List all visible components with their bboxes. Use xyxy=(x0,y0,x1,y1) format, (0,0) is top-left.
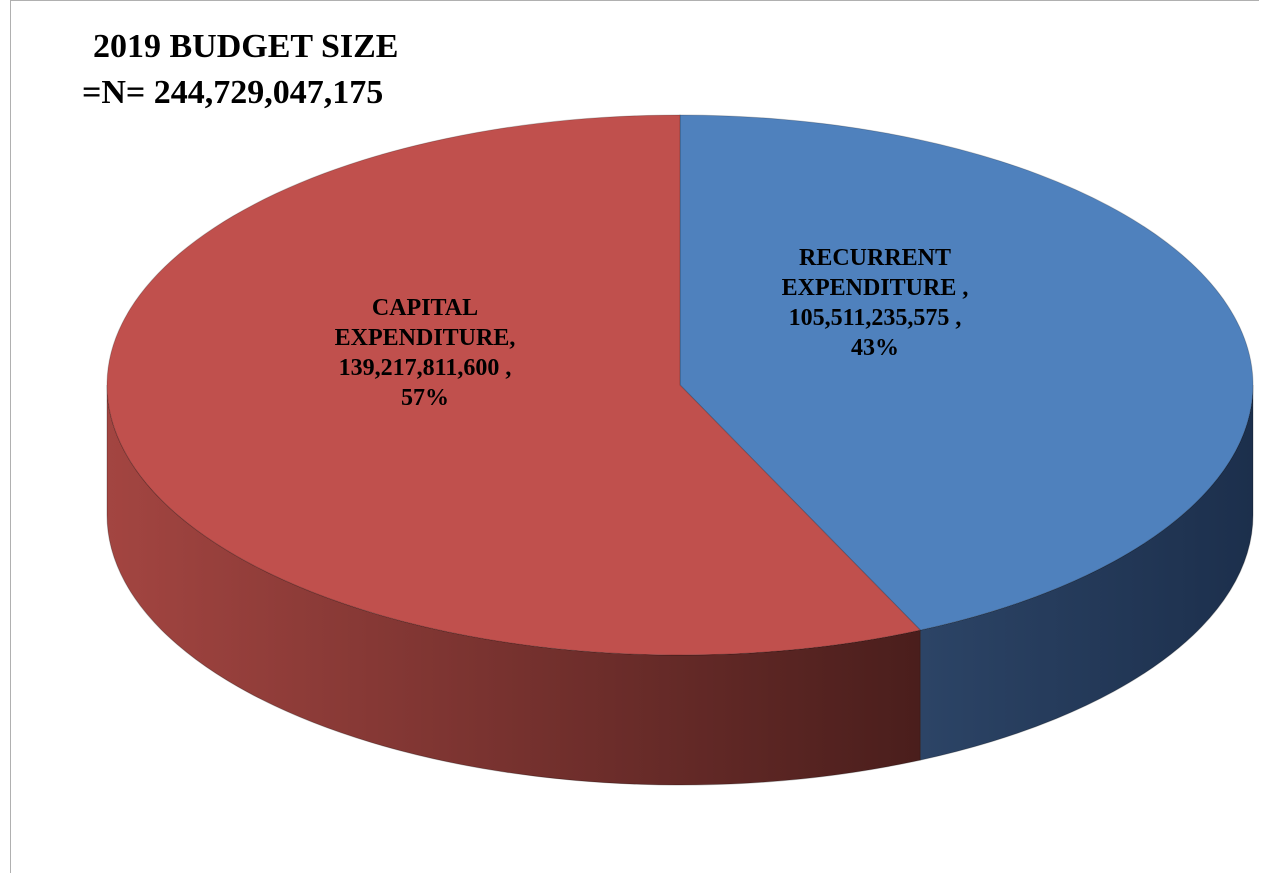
data-label-recurrent-line-1: RECURRENT xyxy=(798,245,952,271)
data-label-capital-line-4: 57% xyxy=(400,385,449,411)
pie-slice-capital xyxy=(106,114,922,656)
data-label-capital: CAPITAL EXPENDITURE, 139,217,811,600 , 5… xyxy=(335,293,516,413)
data-label-recurrent-line-3: 105,511,235,575 , xyxy=(788,305,962,331)
data-label-recurrent-line-2: EXPENDITURE , xyxy=(781,275,969,301)
data-label-recurrent-line-4: 43% xyxy=(850,335,899,361)
chart-title-line-2: =N= 244,729,047,175 xyxy=(82,74,384,111)
data-label-capital-line-1: CAPITAL xyxy=(371,295,479,321)
pie-tops xyxy=(106,114,1254,656)
pie-slice-recurrent xyxy=(679,114,1254,631)
data-label-recurrent: RECURRENT EXPENDITURE , 105,511,235,575 … xyxy=(782,243,969,363)
chart-title-line-1: 2019 BUDGET SIZE xyxy=(93,28,399,65)
data-label-capital-line-2: EXPENDITURE, xyxy=(334,325,516,351)
data-label-capital-line-3: 139,217,811,600 , xyxy=(338,355,512,381)
pie-side-recurrent xyxy=(919,384,1254,761)
